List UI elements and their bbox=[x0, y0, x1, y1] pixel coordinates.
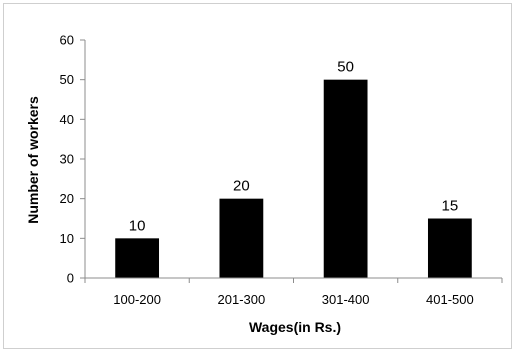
x-tick-label: 201-300 bbox=[218, 292, 266, 307]
y-tick-label: 50 bbox=[60, 72, 74, 87]
x-tick-label: 401-500 bbox=[426, 292, 474, 307]
bars: 10 20 50 15 bbox=[115, 59, 472, 279]
bar bbox=[219, 198, 264, 278]
y-tick-label: 20 bbox=[60, 191, 74, 206]
x-axis-title: Wages(in Rs.) bbox=[249, 319, 341, 335]
x-axis: 100-200 201-300 301-400 401-500 bbox=[84, 277, 503, 307]
y-tick-label: 0 bbox=[67, 271, 74, 286]
y-axis-title: Number of workers bbox=[25, 96, 41, 224]
x-tick-label: 301-400 bbox=[322, 292, 370, 307]
y-axis: 0 10 20 30 40 50 60 bbox=[60, 33, 86, 286]
bar-value-label: 15 bbox=[442, 198, 459, 215]
bar-value-label: 10 bbox=[129, 217, 146, 234]
y-tick-label: 30 bbox=[60, 152, 74, 167]
x-tick-label: 100-200 bbox=[113, 292, 161, 307]
y-tick-label: 60 bbox=[60, 33, 74, 48]
bar-value-label: 50 bbox=[337, 59, 354, 76]
bar bbox=[115, 238, 160, 278]
chart-frame bbox=[3, 3, 512, 349]
bar bbox=[323, 79, 368, 279]
bar bbox=[427, 218, 472, 278]
y-tick-label: 10 bbox=[60, 231, 74, 246]
y-tick-label: 40 bbox=[60, 112, 74, 127]
bar-value-label: 20 bbox=[233, 178, 250, 195]
